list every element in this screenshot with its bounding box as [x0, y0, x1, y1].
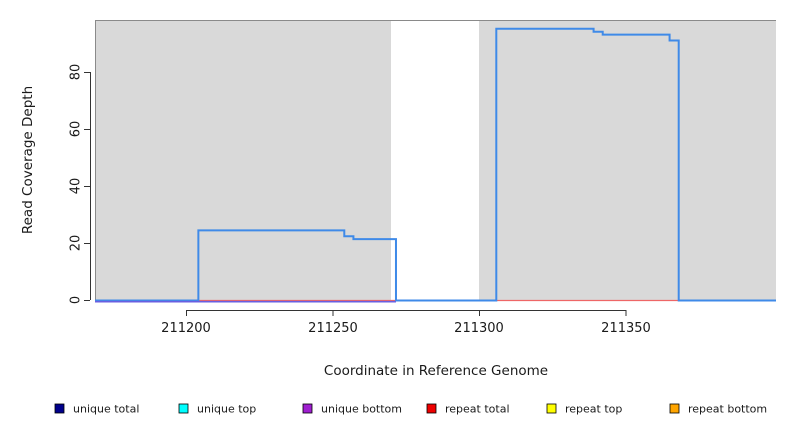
- plot-background-layer: [95, 20, 776, 301]
- series-layer: [95, 27, 776, 303]
- legend-item-repeat-total[interactable]: repeat total: [426, 403, 510, 416]
- legend-item-unique-total[interactable]: unique total: [54, 403, 139, 416]
- legend-item-unique-bottom[interactable]: unique bottom: [302, 403, 402, 416]
- shaded-region-left: [95, 20, 391, 301]
- legend-swatch: [178, 403, 189, 414]
- y-axis-ticks: [84, 72, 90, 301]
- legend-item-repeat-top[interactable]: repeat top: [546, 403, 622, 416]
- legend-swatch: [669, 403, 680, 414]
- x-tick-label-211250: 211250: [308, 321, 358, 336]
- legend-item-repeat-bottom[interactable]: repeat bottom: [669, 403, 767, 416]
- legend-swatch: [302, 403, 313, 414]
- y-tick-label-20: 20: [69, 235, 84, 252]
- x-tick-label-211200: 211200: [161, 321, 211, 336]
- y-tick-label-80: 80: [69, 64, 84, 81]
- legend-swatch: [426, 403, 437, 414]
- legend-label: repeat top: [565, 403, 622, 416]
- x-tick-labels: 211200 211250 211300 211350: [161, 321, 651, 336]
- legend-swatch: [54, 403, 65, 414]
- y-tick-label-40: 40: [69, 178, 84, 195]
- y-axis-title: Read Coverage Depth: [20, 86, 36, 234]
- gap-region-white: [391, 20, 479, 301]
- legend-label: unique total: [73, 403, 139, 416]
- legend-label: unique bottom: [321, 403, 402, 416]
- shaded-region-right: [479, 20, 776, 301]
- x-axis-title: Coordinate in Reference Genome: [324, 363, 548, 379]
- legend-swatch: [546, 403, 557, 414]
- x-axis: 211200 211250 211300 211350 Coordinate i…: [161, 310, 651, 379]
- y-tick-labels: 0 20 40 60 80: [69, 64, 84, 304]
- legend-item-unique-top[interactable]: unique top: [178, 403, 256, 416]
- legend-label: repeat total: [445, 403, 510, 416]
- y-axis: 0 20 40 60 80 Read Coverage Depth: [20, 64, 91, 304]
- series-line-unique-total: [95, 27, 776, 302]
- legend-label: unique top: [197, 403, 256, 416]
- x-axis-ticks: [186, 310, 627, 316]
- legend-label: repeat bottom: [688, 403, 767, 416]
- x-tick-label-211300: 211300: [454, 321, 504, 336]
- y-tick-label-0: 0: [69, 296, 84, 304]
- chart-legend: unique total unique top unique bottom repea…: [54, 403, 767, 416]
- x-tick-label-211350: 211350: [601, 321, 651, 336]
- y-tick-label-60: 60: [69, 121, 84, 138]
